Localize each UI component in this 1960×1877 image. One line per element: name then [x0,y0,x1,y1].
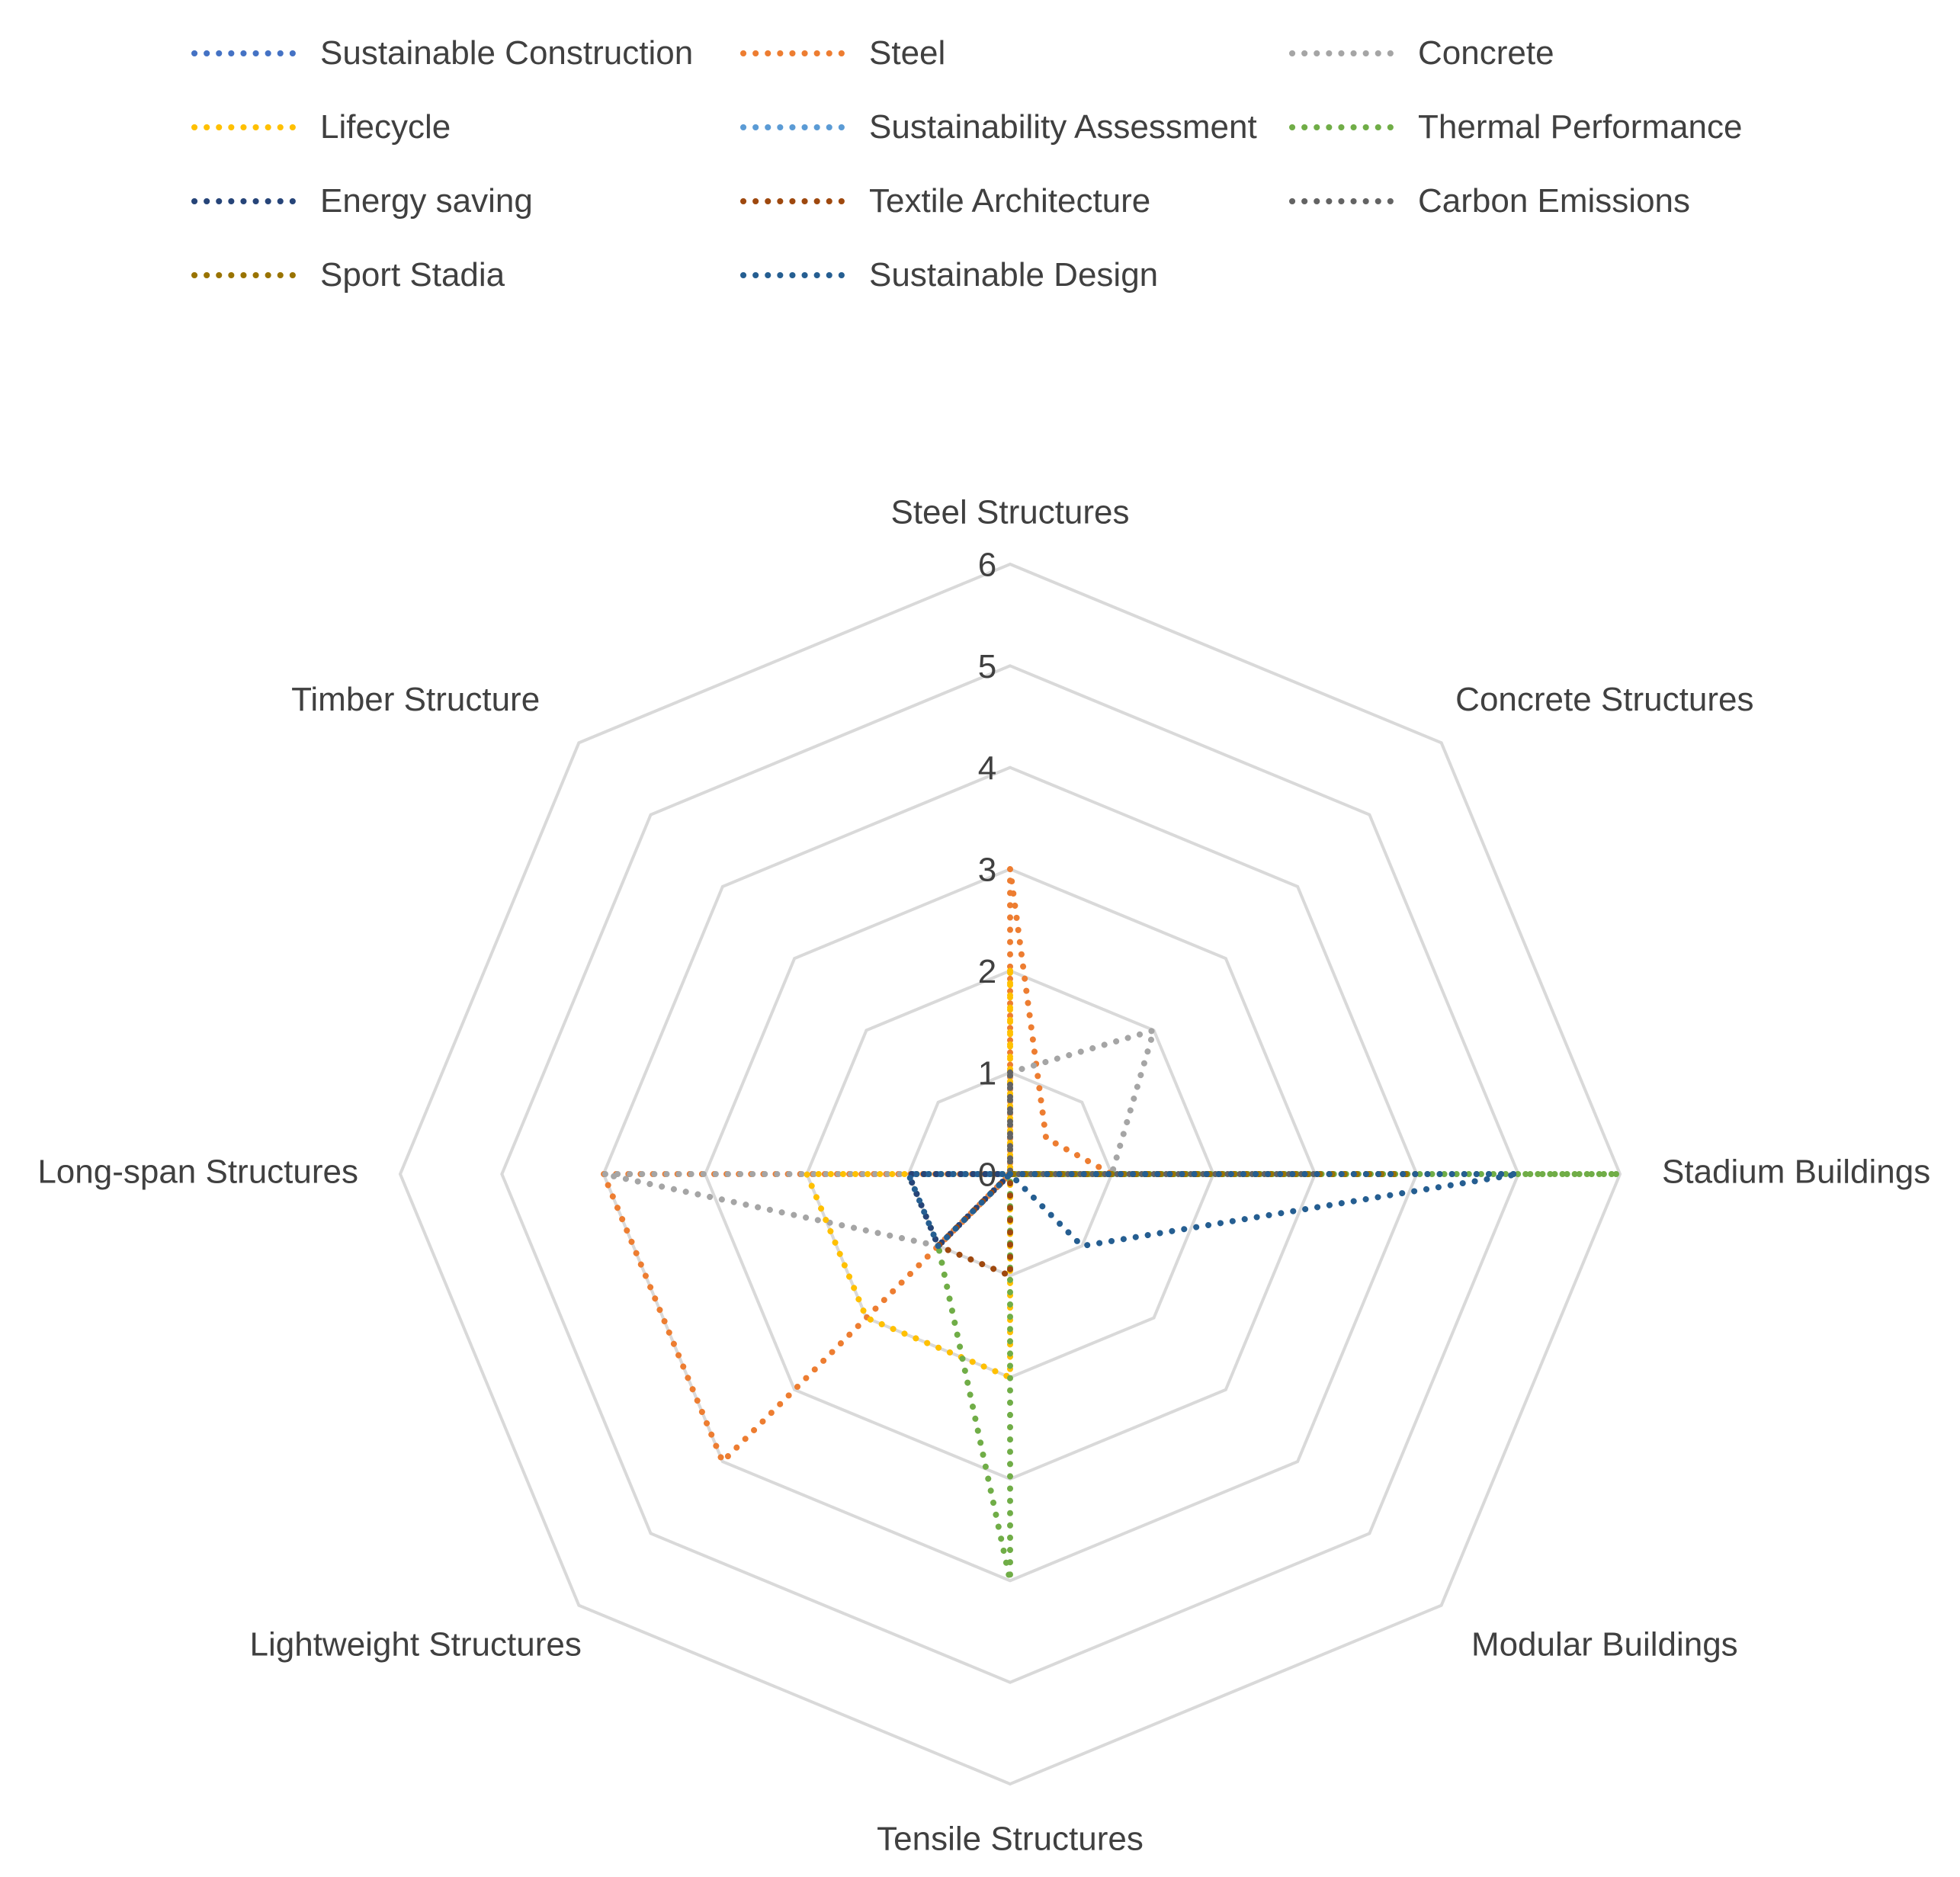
series-line-textile-architecture [935,1171,1420,1279]
tick-label-6: 6 [978,547,996,584]
axis-labels: Steel Structures Concrete Structures Stadi… [37,494,1930,1858]
legend-item: Sustainable Construction [191,30,693,76]
tick-label-1: 1 [978,1054,996,1092]
legend-item: Thermal Performance [1288,104,1742,150]
legend-label: Sustainable Construction [320,34,694,72]
axis-label-long-span-structures: Long-span Structures [37,1153,358,1191]
grid-ring-6 [398,562,1622,1786]
legend-swatch [1288,124,1403,131]
tick-label-0: 0 [978,1157,996,1194]
axis-label-tensile-structures: Tensile Structures [877,1821,1144,1858]
axis-label-concrete-structures: Concrete Structures [1455,681,1753,718]
legend-item: Sustainability Assessment [739,104,1257,150]
legend-swatch [191,197,305,205]
grid-ring-4 [601,765,1419,1583]
legend-label: Textile Architecture [869,182,1151,220]
grid-ring-5 [500,664,1520,1684]
legend-swatch [739,197,854,205]
legend-label: Sustainable Design [869,256,1159,294]
axis-label-modular-buildings: Modular Buildings [1471,1625,1738,1663]
grid-ring-1 [906,1070,1114,1278]
legend-label: Sport Stadia [320,256,505,294]
legend-label: Carbon Emissions [1418,182,1691,220]
series-line-thermal-performance [905,1171,1623,1584]
legend-item: Carbon Emissions [1288,178,1690,224]
legend-label: Energy saving [320,182,533,220]
legend-swatch [739,124,854,131]
legend-swatch [739,50,854,57]
legend-swatch [1288,50,1403,57]
legend-item: Sustainable Design [739,252,1158,298]
legend-swatch [191,50,305,57]
legend-item: Energy saving [191,178,533,224]
legend-item: Concrete [1288,30,1554,76]
legend-swatch [191,124,305,131]
series-line-steel [600,866,1115,1465]
legend-label: Concrete [1418,34,1554,72]
legend-item: Sport Stadia [191,252,505,298]
series-lines [600,866,1623,1584]
axis-label-steel-structures: Steel Structures [890,494,1129,531]
legend-label: Lifecycle [320,108,451,146]
tick-label-2: 2 [978,953,996,990]
tick-label-3: 3 [978,852,996,889]
tick-label-4: 4 [978,749,996,787]
series-line-sustainable-design [905,1171,1522,1250]
legend: Sustainable Construction Steel Concrete Lif… [191,30,1944,320]
legend-item: Steel [739,30,945,76]
legend-item: Textile Architecture [739,178,1150,224]
legend-swatch [739,271,854,279]
legend-swatch [191,271,305,279]
series-line-energy-saving [905,1171,1217,1250]
series-line-carbon-emissions [1007,1069,1318,1177]
legend-item: Lifecycle [191,104,451,150]
legend-label: Steel [869,34,946,72]
legend-swatch [1288,197,1403,205]
tick-label-5: 5 [978,648,996,685]
legend-label: Sustainability Assessment [869,108,1257,146]
tick-labels: 0 1 2 3 4 5 6 [978,547,996,1194]
axis-label-stadium-buildings: Stadium Buildings [1662,1153,1930,1191]
axis-label-timber-structure: Timber Structure [291,681,540,718]
axis-label-lightweight-structures: Lightweight Structures [250,1625,582,1663]
series-line-concrete [600,1027,1157,1250]
legend-label: Thermal Performance [1418,108,1743,146]
